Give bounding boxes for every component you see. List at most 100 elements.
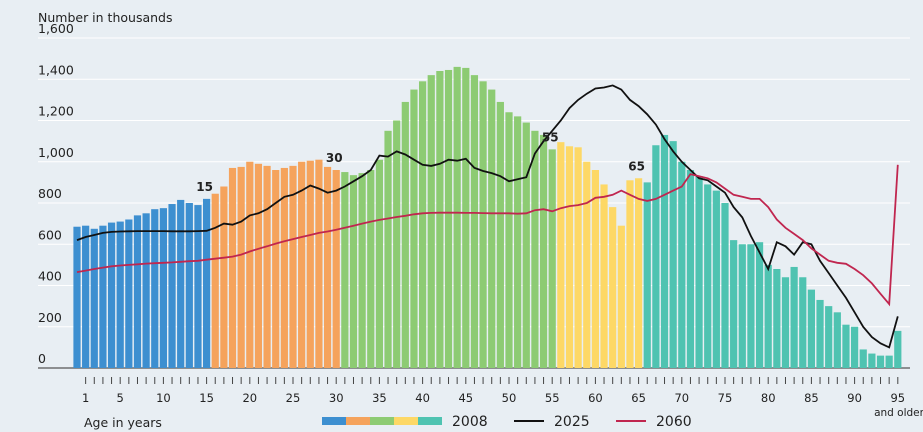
bar bbox=[635, 178, 643, 368]
bar bbox=[488, 89, 496, 368]
bar bbox=[539, 134, 548, 368]
bar bbox=[323, 166, 332, 368]
bar bbox=[375, 159, 383, 368]
bar bbox=[704, 184, 712, 368]
bar bbox=[807, 289, 815, 368]
age-marker: 65 bbox=[628, 159, 645, 173]
bar bbox=[609, 207, 617, 368]
age-marker: 55 bbox=[542, 130, 559, 144]
bar bbox=[583, 161, 591, 368]
bar bbox=[695, 176, 703, 368]
bar bbox=[730, 240, 738, 368]
bar bbox=[790, 266, 798, 368]
bar bbox=[203, 198, 211, 368]
bar bbox=[669, 141, 677, 368]
x-tick-label: 95 bbox=[890, 391, 905, 405]
bar bbox=[721, 203, 729, 368]
y-tick-label: 800 bbox=[38, 186, 62, 201]
bar bbox=[272, 170, 280, 368]
y-tick-label: 1,400 bbox=[38, 62, 74, 77]
legend-swatch bbox=[418, 417, 442, 425]
bar bbox=[116, 221, 124, 368]
x-tick-label: 5 bbox=[117, 391, 124, 405]
bar bbox=[868, 353, 876, 368]
bar bbox=[686, 170, 695, 368]
bar bbox=[591, 170, 599, 368]
bar bbox=[401, 101, 409, 368]
legend-swatch bbox=[370, 417, 394, 425]
bar bbox=[799, 277, 807, 368]
x-tick-label: 1 bbox=[82, 391, 89, 405]
bar bbox=[107, 222, 116, 368]
bar bbox=[755, 242, 764, 368]
bar bbox=[505, 112, 513, 368]
bar bbox=[427, 75, 435, 368]
x-tick-label: 50 bbox=[502, 391, 517, 405]
bar bbox=[254, 163, 263, 368]
bar bbox=[332, 170, 340, 368]
bar bbox=[462, 67, 470, 368]
bar bbox=[99, 225, 107, 368]
bar bbox=[816, 299, 824, 368]
x-tick-label: 20 bbox=[242, 391, 257, 405]
bar bbox=[298, 161, 306, 368]
bar bbox=[358, 173, 366, 368]
x-tick-label: 65 bbox=[631, 391, 646, 405]
x-tick-label: 35 bbox=[372, 391, 387, 405]
legend-swatch bbox=[394, 417, 418, 425]
x-tick-label: 80 bbox=[761, 391, 776, 405]
bar bbox=[548, 149, 556, 368]
bar bbox=[738, 244, 746, 368]
y-tick-label: 1,600 bbox=[38, 21, 74, 36]
x-tick-label: 60 bbox=[588, 391, 603, 405]
bar bbox=[133, 215, 142, 368]
bar bbox=[522, 122, 530, 368]
bar bbox=[168, 204, 176, 368]
bar bbox=[90, 228, 98, 368]
bar bbox=[842, 324, 850, 368]
bar bbox=[125, 219, 133, 368]
legend-swatch bbox=[346, 417, 370, 425]
y-tick-label: 0 bbox=[38, 351, 46, 366]
bar bbox=[246, 161, 254, 368]
x-tick-label: 70 bbox=[674, 391, 689, 405]
bar bbox=[851, 326, 859, 368]
y-tick-label: 1,000 bbox=[38, 145, 74, 160]
x-tick-label: 85 bbox=[804, 391, 819, 405]
legend-swatch bbox=[322, 417, 346, 425]
bar bbox=[470, 75, 479, 368]
bar bbox=[678, 161, 686, 368]
bar bbox=[384, 130, 392, 368]
bar bbox=[600, 184, 608, 368]
x-tick-label: 15 bbox=[199, 391, 214, 405]
bar bbox=[894, 330, 902, 368]
bar bbox=[82, 225, 90, 368]
bar bbox=[263, 165, 271, 368]
bar bbox=[410, 89, 418, 368]
bar bbox=[660, 134, 669, 368]
x-tick-label: 30 bbox=[329, 391, 344, 405]
x-tick-label: 90 bbox=[847, 391, 862, 405]
x-tick-label: 10 bbox=[156, 391, 171, 405]
bar bbox=[159, 208, 167, 368]
bar bbox=[289, 165, 297, 368]
x-axis-title: Age in years bbox=[84, 415, 162, 430]
bar bbox=[349, 175, 358, 368]
x-tick-label: 25 bbox=[286, 391, 301, 405]
bar bbox=[444, 69, 453, 368]
bar bbox=[177, 199, 185, 368]
bar bbox=[652, 145, 660, 368]
bar bbox=[142, 213, 150, 368]
legend-label: 2008 bbox=[452, 414, 488, 430]
bar bbox=[876, 355, 885, 368]
line bbox=[76, 84, 899, 349]
bar bbox=[574, 147, 582, 368]
bar bbox=[825, 306, 833, 368]
bar bbox=[436, 71, 444, 368]
bar bbox=[643, 182, 651, 368]
x-note: and older bbox=[874, 407, 923, 419]
y-tick-label: 400 bbox=[38, 269, 62, 284]
bar bbox=[185, 203, 193, 368]
